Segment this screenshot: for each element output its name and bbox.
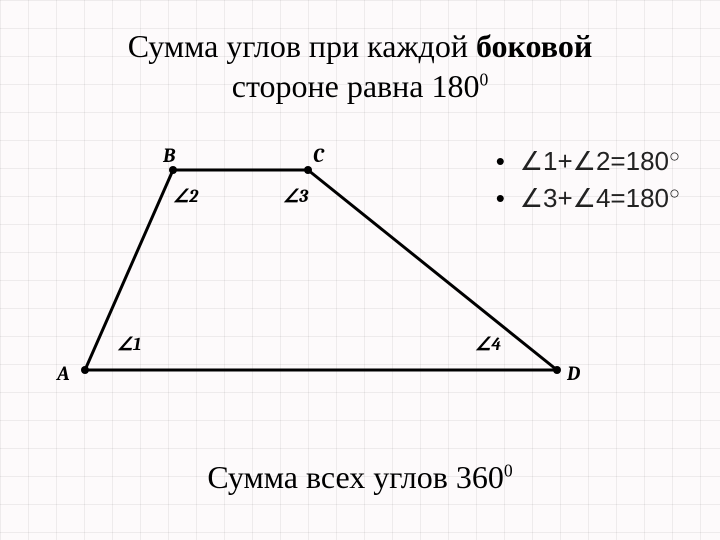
vertex-label-D: D: [566, 362, 580, 385]
title-exp: 0: [479, 69, 488, 89]
angle-label-a3: ∠3: [283, 186, 309, 207]
trapezoid-figure: ABCD∠1∠2∠3∠4: [55, 140, 575, 400]
vertex-dot-A: [81, 366, 89, 374]
vertex-label-A: A: [55, 362, 70, 385]
footer-text: Сумма всех углов 360: [207, 459, 503, 495]
vertex-dot-C: [304, 166, 312, 174]
angle-label-a4: ∠4: [475, 334, 501, 355]
bullet-2-deg: ○: [669, 183, 680, 203]
footer-exp: 0: [504, 460, 513, 480]
vertex-label-B: B: [162, 144, 176, 167]
footer: Сумма всех углов 3600: [0, 459, 720, 496]
trapezoid-svg: ABCD∠1∠2∠3∠4: [55, 140, 575, 400]
vertex-label-C: C: [313, 144, 325, 167]
vertex-dot-D: [553, 366, 561, 374]
angle-label-a2: ∠2: [173, 186, 199, 207]
angle-label-a1: ∠1: [117, 334, 141, 355]
edge-CD: [308, 170, 557, 370]
bullet-1-deg: ○: [669, 146, 680, 166]
title-line2: стороне равна 180: [232, 68, 480, 104]
vertex-dot-B: [169, 166, 177, 174]
title-line1-prefix: Сумма углов при каждой: [128, 28, 476, 64]
title-line1-bold: боковой: [476, 28, 592, 64]
title: Сумма углов при каждой боковой стороне р…: [0, 26, 720, 106]
